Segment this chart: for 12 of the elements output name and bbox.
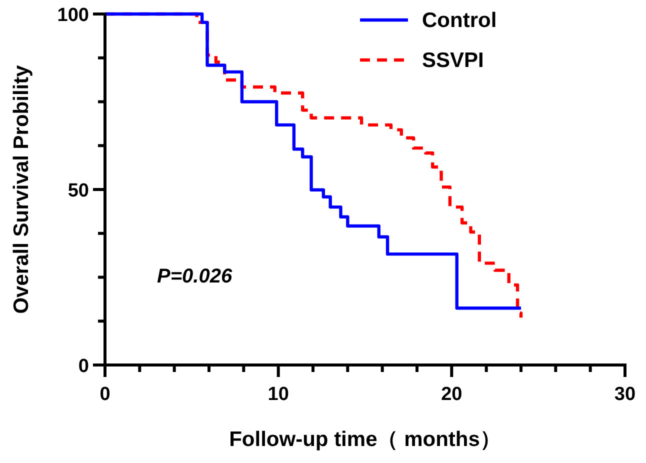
- annotation: P=0.026: [157, 266, 233, 288]
- x-tick-label: 10: [268, 384, 289, 405]
- y-tick-label: 50: [68, 180, 89, 202]
- x-axis-title: Follow-up time（ months）: [229, 428, 501, 451]
- x-tick-label: 20: [441, 384, 462, 405]
- x-tick-label: 30: [614, 384, 636, 405]
- x-tick-label: 0: [100, 384, 110, 405]
- y-tick-label: 100: [57, 5, 89, 26]
- legend-label: Control: [422, 9, 497, 32]
- y-tick-label: 0: [78, 356, 89, 377]
- y-axis-title: Overall Survival Probility: [10, 64, 33, 314]
- legend-label: SSVPI: [422, 49, 484, 72]
